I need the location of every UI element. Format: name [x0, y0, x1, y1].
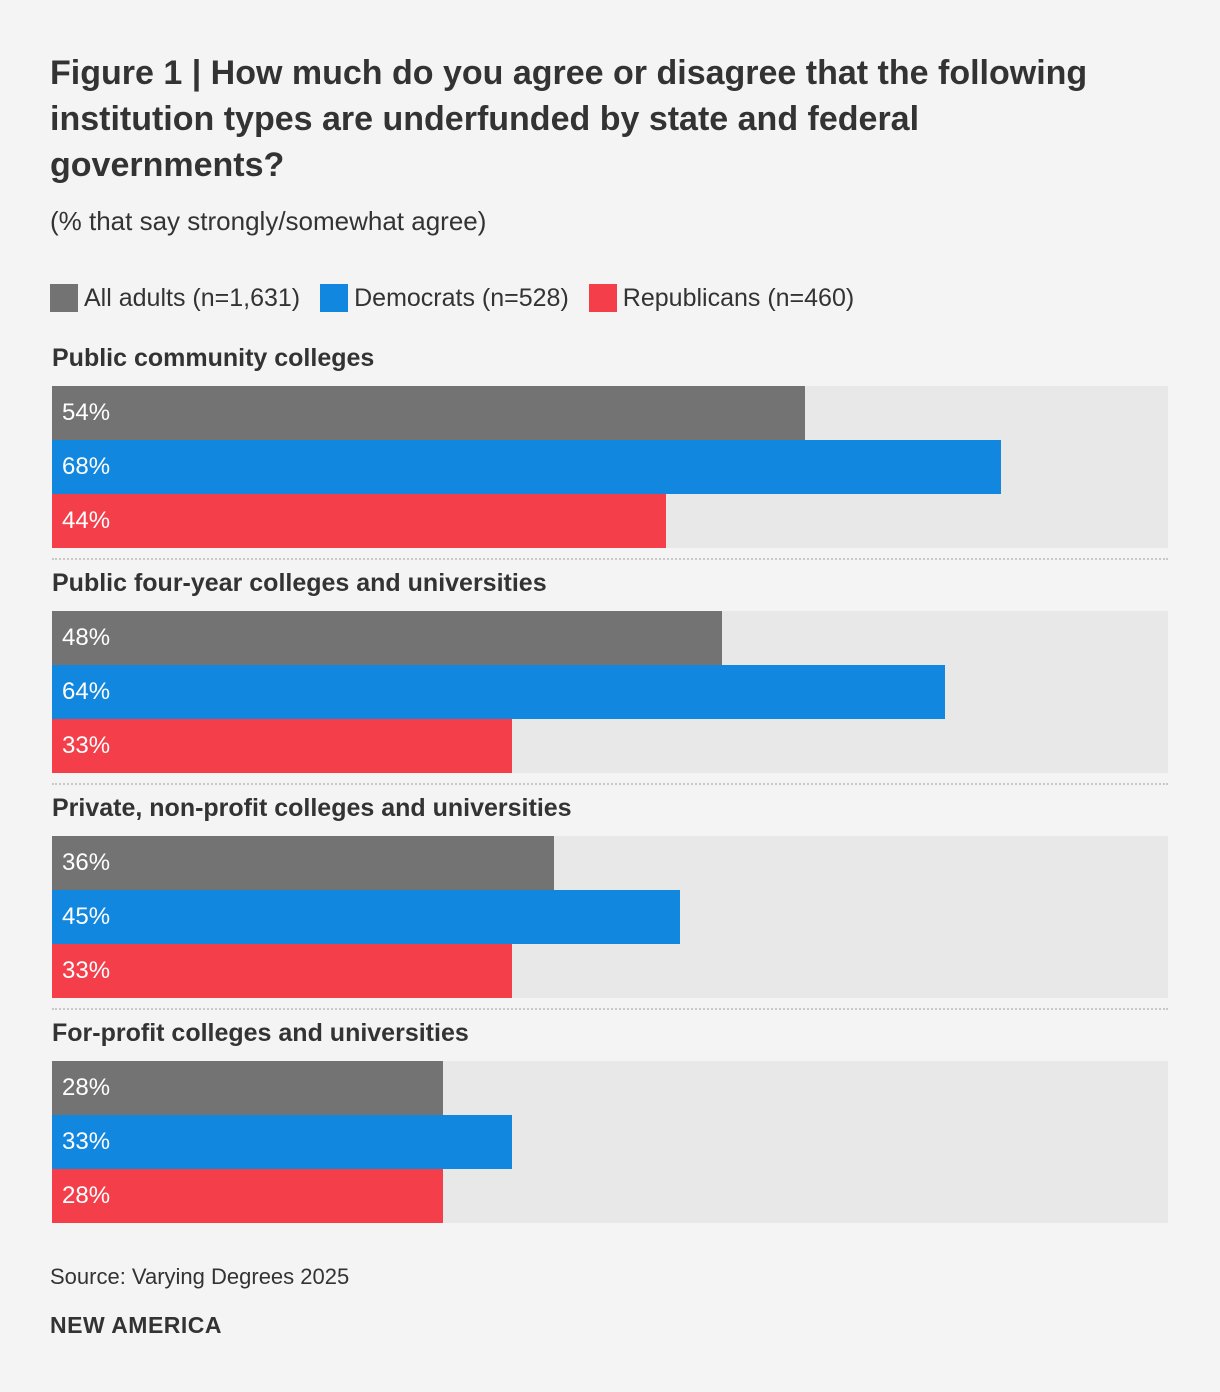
- legend-item-all-adults: All adults (n=1,631): [50, 284, 300, 313]
- legend-label-all-adults: All adults (n=1,631): [84, 283, 301, 312]
- legend-label-republicans: Republicans (n=460): [622, 283, 855, 312]
- bar-republicans: 33%: [52, 719, 513, 773]
- bar-republicans: 28%: [52, 1169, 443, 1223]
- bar-value-label: 54%: [62, 399, 111, 426]
- chart-title: Figure 1 | How much do you agree or disa…: [50, 54, 1088, 184]
- bar-all-adults: 54%: [52, 386, 806, 440]
- legend-swatch-democrats: [320, 284, 349, 312]
- legend-item-democrats: Democrats (n=528): [320, 284, 569, 313]
- category-label: For-profit colleges and universities: [52, 1019, 469, 1047]
- bar-all-adults: 28%: [52, 1061, 443, 1115]
- group-divider: [52, 558, 1168, 560]
- bar-all-adults: 36%: [52, 836, 555, 890]
- bar-value-label: 28%: [62, 1182, 111, 1209]
- chart-subtitle: (% that say strongly/somewhat agree): [50, 206, 487, 236]
- bar-value-label: 45%: [62, 903, 111, 930]
- category-label: Public four-year colleges and universiti…: [52, 569, 547, 597]
- legend: All adults (n=1,631) Democrats (n=528) R…: [50, 280, 874, 316]
- bar-track: 36% 45% 33%: [52, 836, 1168, 998]
- legend-label-democrats: Democrats (n=528): [354, 283, 569, 312]
- bar-value-label: 64%: [62, 678, 111, 705]
- bar-value-label: 36%: [62, 849, 111, 876]
- bar-democrats: 68%: [52, 440, 1001, 494]
- bar-value-label: 28%: [62, 1074, 111, 1101]
- bar-track: 28% 33% 28%: [52, 1061, 1168, 1223]
- bar-republicans: 33%: [52, 944, 513, 998]
- category-label: Public community colleges: [52, 344, 375, 372]
- bar-democrats: 45%: [52, 890, 680, 944]
- brand-logo-text: NEW AMERICA: [50, 1312, 223, 1338]
- bar-value-label: 33%: [62, 957, 111, 984]
- bar-track: 48% 64% 33%: [52, 611, 1168, 773]
- bar-value-label: 48%: [62, 624, 111, 651]
- category-label: Private, non-profit colleges and univers…: [52, 794, 572, 822]
- legend-swatch-republicans: [588, 284, 617, 312]
- legend-item-republicans: Republicans (n=460): [588, 283, 855, 313]
- bar-value-label: 33%: [62, 1128, 111, 1155]
- bar-all-adults: 48%: [52, 611, 722, 665]
- group-divider: [52, 1008, 1168, 1010]
- bar-republicans: 44%: [52, 494, 666, 548]
- bar-democrats: 33%: [52, 1115, 513, 1169]
- bar-value-label: 44%: [62, 507, 111, 534]
- bar-track: 54% 68% 44%: [52, 386, 1168, 548]
- bar-democrats: 64%: [52, 665, 945, 719]
- bar-value-label: 33%: [62, 732, 111, 759]
- legend-swatch-all-adults: [50, 284, 78, 312]
- source-note: Source: Varying Degrees 2025: [50, 1264, 350, 1289]
- group-divider: [52, 783, 1168, 785]
- bar-value-label: 68%: [62, 453, 111, 480]
